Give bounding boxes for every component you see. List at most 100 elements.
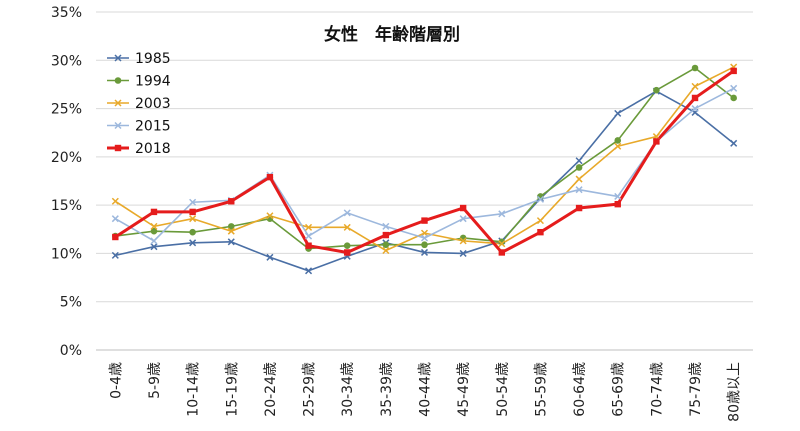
data-point — [150, 237, 158, 245]
data-point — [150, 208, 158, 216]
data-point — [344, 249, 351, 256]
data-point — [459, 237, 467, 245]
data-point — [150, 243, 158, 251]
data-point — [343, 209, 351, 217]
data-point — [114, 77, 122, 84]
x-tick-label: 35-39歳 — [379, 362, 395, 417]
data-point — [266, 253, 274, 261]
data-point — [614, 200, 621, 208]
series-markers-1985 — [111, 87, 738, 275]
x-tick-label: 25-29歳 — [302, 362, 318, 417]
data-point — [421, 217, 428, 224]
data-point — [730, 84, 738, 92]
data-point — [614, 109, 622, 117]
data-point — [730, 94, 737, 102]
data-point — [459, 204, 467, 212]
legend-entry: 1985 — [107, 51, 171, 67]
y-tick-label: 20% — [51, 150, 82, 166]
x-tick-label: 30-34歳 — [340, 362, 356, 417]
data-point — [730, 67, 737, 75]
data-point — [189, 215, 197, 223]
x-tick-label: 60-64歳 — [572, 362, 588, 417]
data-point — [575, 204, 583, 212]
series-line-2018 — [114, 69, 735, 254]
data-point — [382, 241, 390, 249]
y-tick-label: 35% — [51, 5, 82, 21]
data-point — [111, 197, 119, 205]
x-tick-label: 80歳以上 — [727, 362, 743, 422]
data-point — [343, 242, 351, 250]
legend-label: 1985 — [135, 51, 171, 67]
x-tick-label: 65-69歳 — [611, 362, 627, 417]
y-tick-label: 25% — [51, 102, 82, 118]
chart-title: 女性 年齢階層別 — [324, 24, 460, 45]
data-point — [114, 144, 122, 152]
x-tick-label: 10-14歳 — [186, 362, 202, 417]
x-tick-label: 40-44歳 — [418, 362, 434, 417]
data-point — [536, 217, 544, 225]
data-point — [114, 99, 122, 107]
y-tick-label: 15% — [51, 198, 82, 214]
y-tick-label: 10% — [51, 246, 82, 262]
data-point — [498, 249, 505, 256]
x-tick-label: 50-54歳 — [495, 362, 511, 417]
x-tick-label: 45-49歳 — [456, 362, 472, 417]
data-point — [536, 195, 544, 203]
legend-entry: 2003 — [107, 96, 171, 112]
y-tick-label: 0% — [60, 343, 82, 359]
data-point — [189, 198, 197, 206]
data-point — [614, 137, 622, 144]
data-point — [614, 142, 622, 150]
data-point — [305, 223, 313, 231]
data-point — [305, 242, 312, 249]
y-tick-label: 30% — [51, 53, 82, 69]
data-point — [575, 175, 583, 183]
series-lines — [114, 66, 735, 272]
data-point — [498, 238, 506, 246]
legend-entry: 2018 — [107, 141, 171, 157]
data-point — [691, 94, 699, 102]
data-point — [691, 82, 699, 90]
data-point — [691, 64, 699, 72]
data-point — [382, 247, 390, 255]
data-point — [575, 186, 583, 194]
y-tick-label: 5% — [60, 295, 82, 311]
series-markers-2018 — [112, 67, 737, 256]
data-point — [421, 241, 428, 249]
data-point — [614, 192, 622, 200]
data-point — [114, 54, 122, 62]
legend-label: 2003 — [135, 96, 171, 112]
data-point — [150, 222, 158, 230]
legend-label: 2018 — [135, 141, 171, 157]
data-point — [111, 215, 119, 223]
data-point — [227, 223, 235, 230]
data-point — [653, 138, 660, 145]
legend-entry: 2015 — [107, 119, 171, 135]
series-markers — [111, 63, 738, 275]
data-point — [305, 267, 313, 275]
x-tick-label: 70-74歳 — [649, 362, 665, 417]
data-point — [189, 208, 196, 216]
legend-entry: 1994 — [107, 74, 171, 90]
data-point — [112, 233, 119, 241]
data-point — [537, 228, 544, 236]
data-point — [150, 227, 158, 235]
data-point — [575, 157, 583, 165]
x-axis-tick-labels: 0-4歳 5-9歳 10-14歳 15-19歳 20-24歳 25-29歳 30-34歳 35… — [108, 362, 742, 422]
data-point — [266, 173, 274, 181]
data-point — [459, 215, 467, 223]
x-tick-label: 20-24歳 — [263, 362, 279, 417]
data-point — [420, 234, 429, 242]
y-axis-tick-labels: 0% 5% 10% 15% 20% 25% 30% 35% — [51, 5, 82, 359]
data-point — [227, 227, 235, 235]
data-point — [498, 240, 506, 248]
data-point — [382, 222, 390, 230]
data-point — [227, 238, 235, 246]
data-point — [691, 105, 699, 113]
data-point — [228, 198, 235, 205]
data-point — [459, 249, 467, 257]
data-point — [305, 232, 313, 240]
legend-label: 1994 — [135, 74, 171, 90]
series-markers-2003 — [111, 63, 738, 255]
